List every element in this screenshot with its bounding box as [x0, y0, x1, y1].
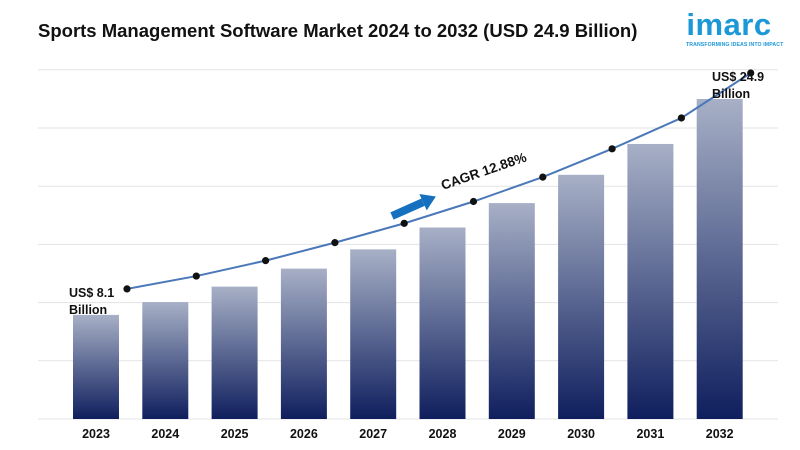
logo-tagline: TRANSFORMING IDEAS INTO IMPACT — [686, 42, 784, 48]
tick-label: 2032 — [706, 427, 734, 441]
trend-line — [126, 72, 752, 290]
bar — [696, 98, 743, 419]
trend-point — [262, 257, 270, 265]
trend-point — [608, 145, 616, 153]
bar — [73, 314, 119, 419]
bar — [488, 203, 535, 419]
x-axis-ticks: 2023 2024 2025 2026 2027 2028 2029 2030 2031 2032 — [82, 427, 734, 441]
bars — [73, 98, 743, 419]
cagr-arrow-shaft — [390, 198, 425, 220]
start-value-unit: Billion — [69, 303, 107, 317]
cagr-arrow-head — [419, 193, 436, 211]
end-value-label: US$ 24.9 — [712, 70, 764, 84]
trend-point — [469, 197, 478, 206]
trend-point — [400, 219, 408, 227]
trend-point — [747, 69, 755, 77]
tick-label: 2023 — [82, 427, 110, 441]
bar — [142, 302, 189, 419]
bar — [558, 174, 605, 419]
start-value-label: US$ 8.1 — [69, 286, 114, 300]
trend-point — [331, 239, 339, 247]
tick-label: 2027 — [359, 427, 387, 441]
bar — [280, 268, 327, 419]
logo-wordmark: imarc — [686, 7, 772, 42]
trend-point — [192, 272, 200, 280]
tick-label: 2029 — [498, 427, 526, 441]
cagr-arrow — [390, 193, 436, 220]
tick-label: 2028 — [429, 427, 457, 441]
imarc-logo: imarc TRANSFORMING IDEAS INTO IMPACT — [686, 8, 786, 58]
tick-label: 2025 — [221, 427, 249, 441]
chart-title: Sports Management Software Market 2024 t… — [38, 20, 638, 41]
tick-label: 2031 — [636, 427, 664, 441]
tick-label: 2026 — [290, 427, 318, 441]
end-value-unit: Billion — [712, 87, 750, 101]
trend-point — [123, 285, 131, 293]
bar — [211, 286, 258, 419]
trend-line — [123, 69, 755, 293]
bar — [627, 143, 674, 419]
tick-label: 2030 — [567, 427, 595, 441]
bar — [350, 249, 397, 419]
trend-point — [677, 114, 686, 122]
trend-point — [539, 173, 547, 181]
tick-label: 2024 — [151, 427, 179, 441]
bar — [419, 227, 466, 419]
